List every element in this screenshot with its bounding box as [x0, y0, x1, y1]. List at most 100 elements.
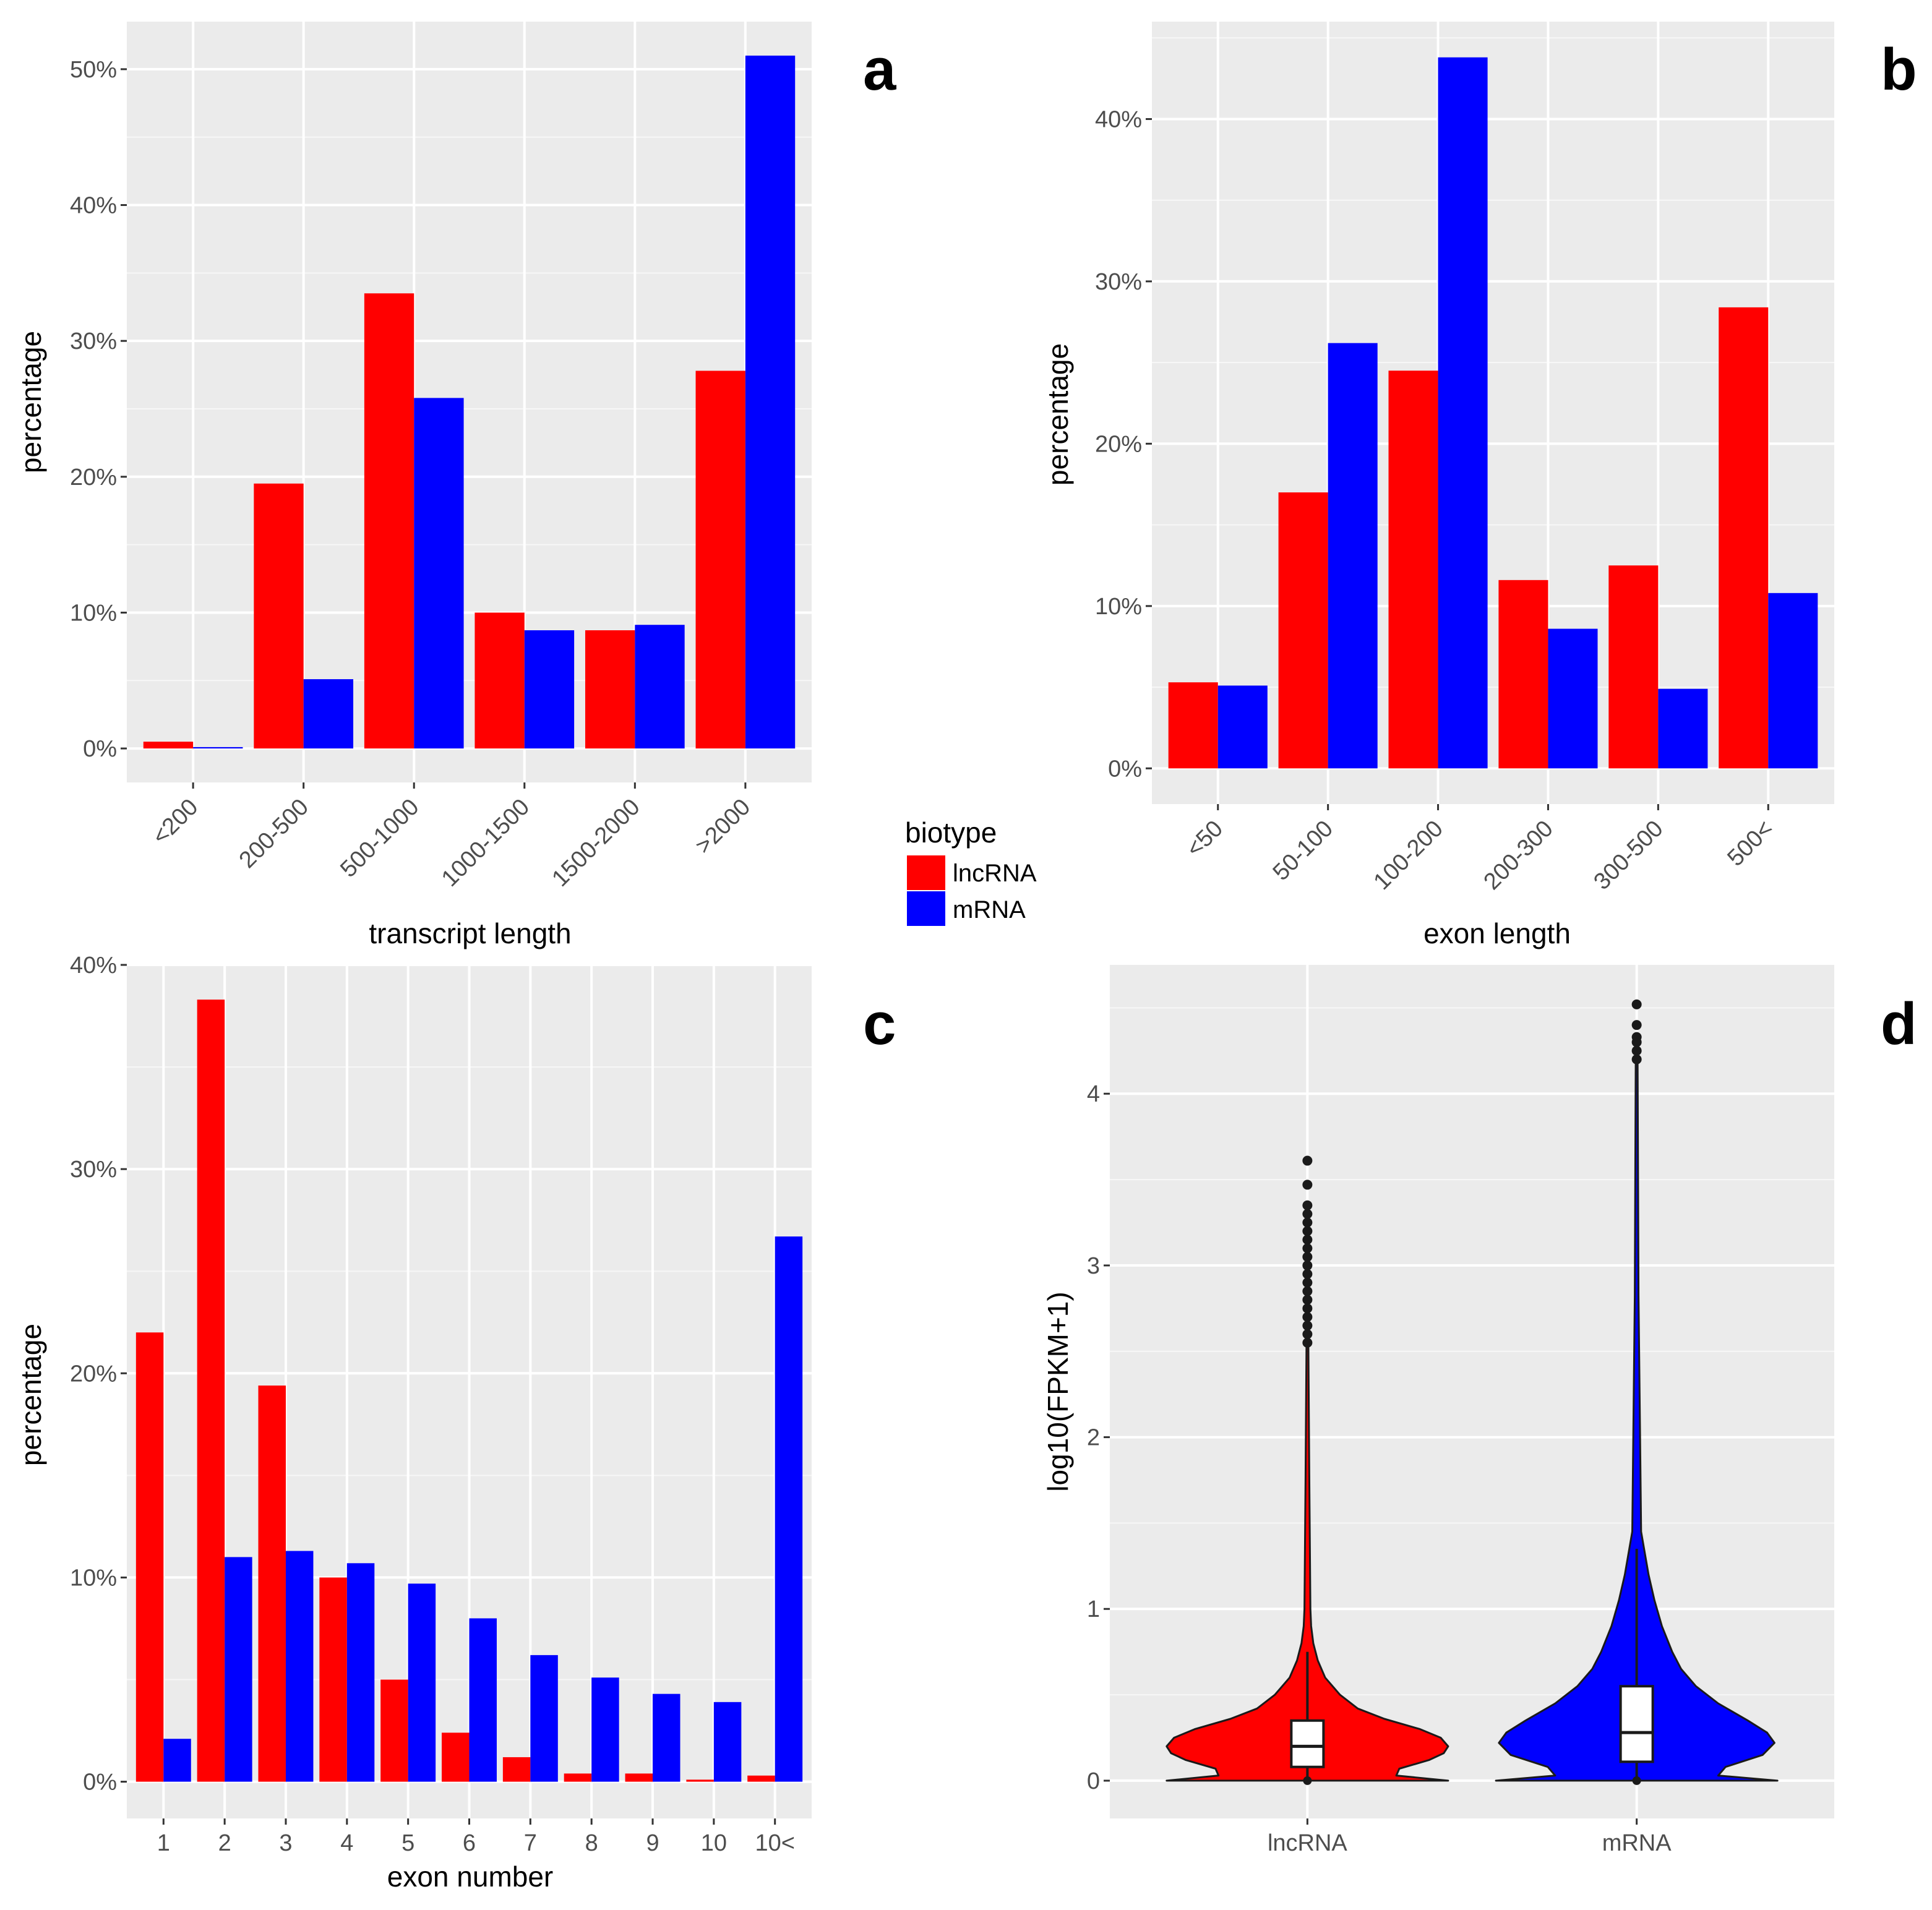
panel-label-d: d	[1881, 991, 1917, 1057]
panel-label-c: c	[863, 991, 896, 1057]
bar-lncrna-1500-2000	[585, 630, 635, 749]
bar-mrna-3	[285, 1551, 314, 1782]
bar-mrna-9	[653, 1694, 680, 1782]
outlier-point-lncrna	[1302, 1243, 1313, 1254]
y-tick-label-4: 4	[1087, 1081, 1100, 1107]
bar-lncrna-8	[564, 1773, 592, 1782]
panel-label-b: b	[1881, 36, 1917, 103]
legend-title: biotype	[905, 816, 997, 849]
bar-lncrna-9	[625, 1773, 653, 1782]
x-tick-label-500-1000: 500-1000	[335, 794, 424, 883]
panel-a: 0% 10% 20% 30% 40% 50% <200 200-500 500-1000 1000…	[70, 22, 812, 892]
bar-mrna-10	[775, 1236, 803, 1782]
x-tick-label-2: 2	[218, 1830, 231, 1856]
y-tick-label-30: 30%	[70, 1157, 117, 1183]
legend-swatch-mrna	[907, 891, 945, 926]
legend-swatch-lncrna	[907, 855, 945, 890]
outlier-point-lncrna	[1302, 1217, 1313, 1228]
outlier-point-lncrna	[1302, 1155, 1313, 1166]
x-tick-label-10: 10<	[755, 1830, 794, 1856]
x-tick-label-1: 1	[157, 1830, 170, 1856]
panel-c: 0% 10% 20% 30% 40% 1 2 3 4 5 6 7 8 9 10 10<	[70, 953, 812, 1856]
bar-mrna-50-100	[1328, 343, 1378, 769]
bar-mrna-300-500	[1658, 688, 1708, 769]
bar-mrna-1	[163, 1739, 191, 1782]
bar-mrna-500	[1768, 593, 1818, 769]
bar-lncrna-6	[442, 1732, 470, 1782]
outlier-point-lncrna	[1302, 1312, 1313, 1322]
x-tick-label-lncrna: lncRNA	[1268, 1830, 1347, 1856]
x-tick-label-100-200: 100-200	[1369, 816, 1448, 895]
bar-lncrna-5	[380, 1679, 408, 1782]
bar-lncrna-1	[135, 1332, 164, 1782]
x-tick-label-200-300: 200-300	[1479, 816, 1558, 895]
outlier-point-lncrna	[1302, 1226, 1313, 1236]
x-tick-label-5: 5	[401, 1830, 414, 1856]
outlier-point-mrna	[1631, 1045, 1642, 1056]
y-tick-label-10: 10%	[1095, 594, 1142, 620]
y-tick-label-30: 30%	[1095, 269, 1142, 295]
x-tick-label-3: 3	[279, 1830, 292, 1856]
y-tick-label-40: 40%	[70, 953, 117, 979]
bar-mrna-1500-2000	[635, 625, 685, 749]
bar-mrna-200-300	[1548, 628, 1598, 769]
outlier-point-lncrna	[1302, 1321, 1313, 1331]
y-tick-label-40: 40%	[70, 193, 117, 219]
bar-mrna-8	[591, 1677, 619, 1782]
bar-mrna-50	[1217, 685, 1268, 769]
x-tick-label-50-100: 50-100	[1268, 816, 1338, 886]
x-tick-label-6: 6	[463, 1830, 476, 1856]
panel-background	[1110, 965, 1834, 1818]
outlier-point-lncrna	[1302, 1209, 1313, 1219]
bar-mrna-2000	[745, 55, 796, 749]
panel-c-xlabel: exon number	[387, 1861, 554, 1893]
bar-lncrna-3	[258, 1385, 286, 1782]
bar-lncrna-4	[319, 1577, 347, 1782]
bar-lncrna-200-300	[1498, 580, 1548, 769]
outlier-point-lncrna	[1302, 1200, 1313, 1210]
bar-lncrna-500	[1719, 307, 1769, 769]
bar-lncrna-100-200	[1388, 370, 1438, 769]
bar-mrna-100-200	[1438, 57, 1488, 769]
bar-lncrna-2	[197, 1000, 225, 1782]
x-tick-label-200: <200	[147, 794, 203, 850]
bar-lncrna-10	[686, 1779, 714, 1782]
x-tick-label-10: 10	[701, 1830, 727, 1856]
bar-lncrna-2000	[695, 370, 745, 749]
bar-lncrna-200	[143, 742, 194, 749]
panel-label-a: a	[863, 36, 896, 103]
bar-mrna-2	[225, 1557, 252, 1782]
box-lncrna	[1290, 1719, 1325, 1768]
panel-b-ylabel: percentage	[1042, 343, 1074, 486]
x-tick-label-300-500: 300-500	[1589, 816, 1668, 895]
x-tick-label-4: 4	[340, 1830, 353, 1856]
outlier-point-lncrna	[1302, 1252, 1313, 1262]
x-tick-label-1500-2000: 1500-2000	[547, 794, 645, 892]
box-mrna	[1619, 1685, 1654, 1763]
bar-mrna-200	[193, 747, 243, 749]
legend-label-mrna: mRNA	[953, 896, 1026, 923]
panel-b: 0% 10% 20% 30% 40% <50 50-100 100-200 200-300 300…	[1095, 22, 1834, 895]
outlier-point-mrna	[1631, 1020, 1642, 1030]
y-tick-label-0: 0	[1087, 1768, 1100, 1794]
y-tick-label-0: 0%	[1108, 756, 1142, 782]
outlier-point-lncrna	[1302, 1180, 1313, 1190]
x-tick-label-7: 7	[524, 1830, 537, 1856]
bar-lncrna-50-100	[1278, 492, 1328, 769]
bar-mrna-7	[530, 1655, 558, 1782]
y-tick-label-2: 2	[1087, 1425, 1100, 1451]
panel-c-ylabel: percentage	[15, 1324, 47, 1466]
x-tick-label-50: <50	[1182, 816, 1228, 862]
panel-d-ylabel: log10(FPKM+1)	[1042, 1291, 1074, 1491]
outlier-point-lncrna	[1302, 1303, 1313, 1314]
bar-lncrna-500-1000	[364, 293, 414, 749]
y-tick-label-0: 0%	[83, 736, 117, 762]
outlier-point-lncrna	[1302, 1260, 1313, 1270]
bar-mrna-6	[469, 1618, 497, 1782]
outlier-point-mrna	[1631, 1054, 1642, 1064]
x-tick-label-200-500: 200-500	[234, 794, 314, 873]
min-point-lncrna	[1303, 1776, 1312, 1785]
outlier-point-mrna	[1631, 999, 1642, 1009]
bar-lncrna-10	[747, 1775, 775, 1782]
